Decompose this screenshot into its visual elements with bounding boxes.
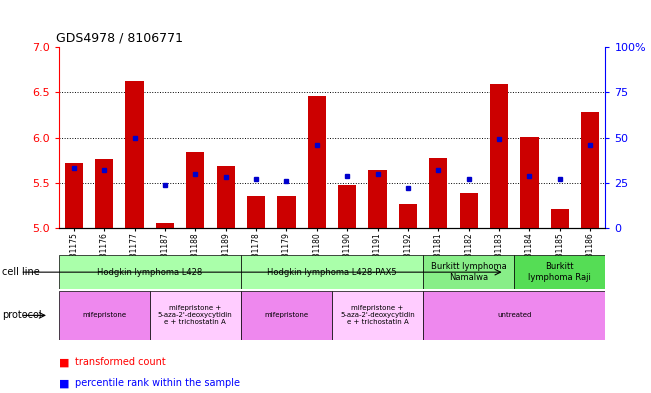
Bar bbox=[520, 137, 538, 228]
Bar bbox=[460, 193, 478, 228]
Bar bbox=[156, 222, 174, 228]
Text: Burkitt
lymphoma Raji: Burkitt lymphoma Raji bbox=[529, 263, 591, 282]
Text: GDS4978 / 8106771: GDS4978 / 8106771 bbox=[56, 31, 183, 44]
Bar bbox=[277, 196, 296, 228]
Bar bbox=[241, 255, 423, 289]
Text: mifepristone +
5-aza-2'-deoxycytidin
e + trichostatin A: mifepristone + 5-aza-2'-deoxycytidin e +… bbox=[158, 305, 232, 325]
Bar bbox=[186, 152, 204, 228]
Text: percentile rank within the sample: percentile rank within the sample bbox=[75, 378, 240, 388]
Bar bbox=[332, 291, 423, 340]
Text: mifepristone: mifepristone bbox=[264, 312, 309, 318]
Bar bbox=[581, 112, 600, 228]
Bar bbox=[514, 255, 605, 289]
Bar bbox=[399, 204, 417, 228]
Bar bbox=[423, 291, 605, 340]
Bar bbox=[423, 255, 514, 289]
Bar bbox=[241, 291, 332, 340]
Bar bbox=[551, 209, 569, 228]
Bar bbox=[490, 84, 508, 228]
Text: untreated: untreated bbox=[497, 312, 531, 318]
Bar bbox=[64, 163, 83, 228]
Text: mifepristone +
5-aza-2'-deoxycytidin
e + trichostatin A: mifepristone + 5-aza-2'-deoxycytidin e +… bbox=[340, 305, 415, 325]
Bar bbox=[247, 196, 265, 228]
Bar bbox=[368, 170, 387, 228]
Text: ■: ■ bbox=[59, 378, 69, 388]
Text: Hodgkin lymphoma L428-PAX5: Hodgkin lymphoma L428-PAX5 bbox=[267, 268, 397, 277]
Text: transformed count: transformed count bbox=[75, 357, 165, 367]
Text: protocol: protocol bbox=[2, 310, 42, 320]
Bar bbox=[429, 158, 447, 228]
Bar bbox=[150, 291, 241, 340]
Bar bbox=[126, 81, 144, 228]
Bar bbox=[59, 255, 241, 289]
Text: mifepristone: mifepristone bbox=[82, 312, 126, 318]
Bar bbox=[217, 167, 235, 228]
Bar bbox=[95, 159, 113, 228]
Text: cell line: cell line bbox=[2, 267, 40, 277]
Text: ■: ■ bbox=[59, 357, 69, 367]
Text: Burkitt lymphoma
Namalwa: Burkitt lymphoma Namalwa bbox=[431, 263, 506, 282]
Bar bbox=[59, 291, 150, 340]
Bar bbox=[338, 185, 356, 228]
Text: Hodgkin lymphoma L428: Hodgkin lymphoma L428 bbox=[97, 268, 202, 277]
Bar bbox=[308, 96, 326, 228]
